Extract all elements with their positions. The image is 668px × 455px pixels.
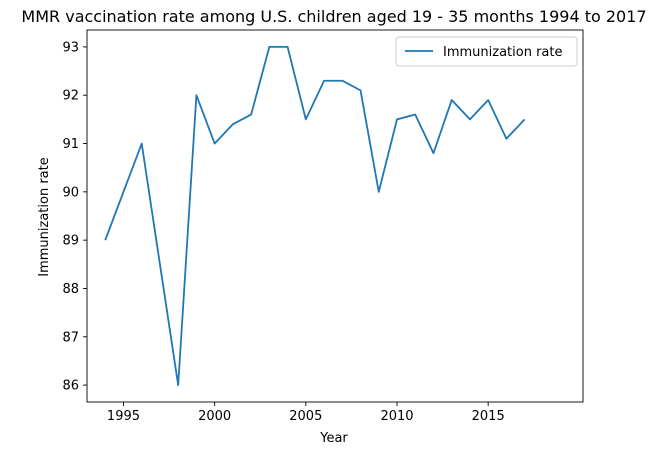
legend-box [395,36,578,67]
y-tick-label: 93 [62,40,79,55]
x-tick-label: 2000 [198,409,231,424]
y-axis-label: Immunization rate [37,157,52,276]
legend: Immunization rate [395,36,578,67]
y-tick-label: 90 [62,185,79,200]
x-axis: 1995 2000 2005 2010 2015 [107,402,505,424]
x-tick-label: 1995 [107,409,140,424]
x-tick-label: 2015 [472,409,505,424]
x-axis-label: Year [319,431,348,446]
legend-label-immunization-rate: Immunization rate [443,45,562,60]
y-tick-label: 86 [62,379,79,394]
y-axis: 86 87 88 89 90 91 92 93 [62,40,87,394]
x-tick-label: 2005 [289,409,322,424]
y-tick-label: 89 [62,234,79,249]
x-tick-label: 2010 [380,409,413,424]
y-tick-label: 88 [62,282,79,297]
series-layer [104,46,526,386]
plot-area [86,29,584,403]
y-tick-label: 87 [62,330,79,345]
y-tick-label: 91 [62,137,79,152]
plot-frame [86,29,584,403]
chart-title: MMR vaccination rate among U.S. children… [21,7,646,26]
y-tick-label: 92 [62,89,79,104]
series-line-immunization-rate [104,46,526,386]
